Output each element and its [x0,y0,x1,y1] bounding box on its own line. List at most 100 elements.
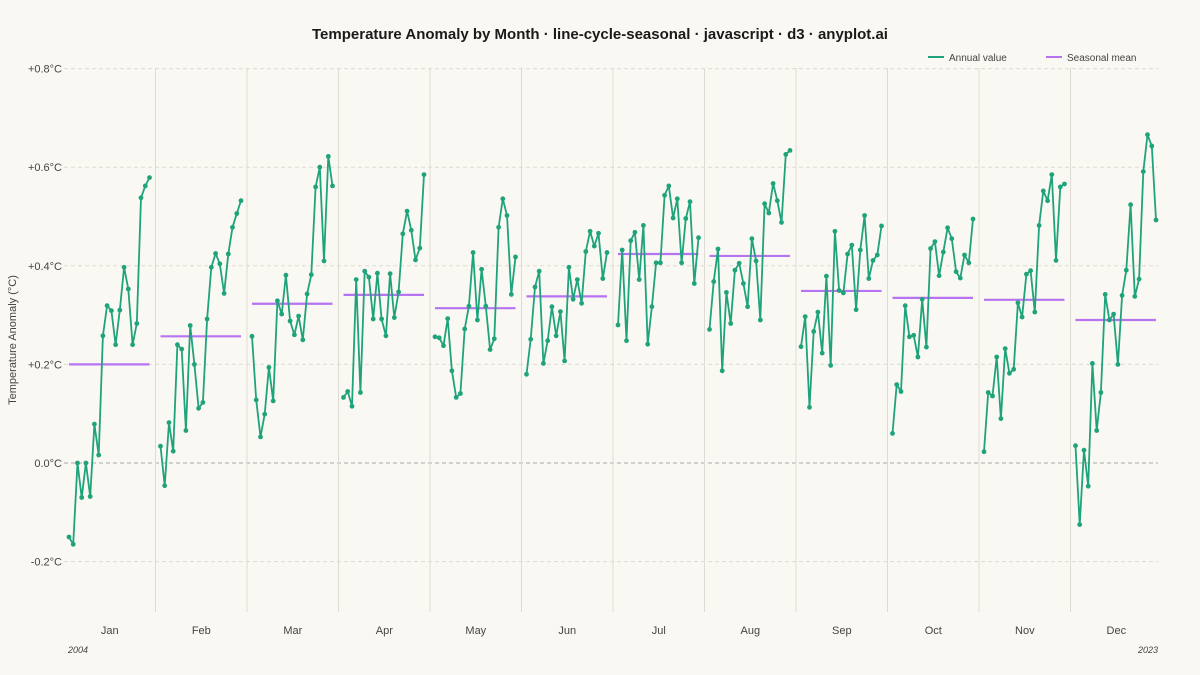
data-point [719,368,725,374]
data-point [945,225,950,231]
data-point [396,289,401,295]
data-point [383,333,389,339]
data-point [308,272,314,278]
data-point [753,258,759,264]
data-point [513,254,518,260]
data-point [404,208,410,214]
data-point [142,183,148,189]
data-point [70,541,76,547]
series-line-dec [1074,133,1157,526]
legend-annual-label: Annual value [949,53,1007,64]
data-point [1002,346,1008,351]
data-point [249,333,255,339]
data-point [1149,143,1155,149]
data-point [275,298,280,304]
data-point [798,344,804,350]
data-point [449,368,455,374]
data-point [687,199,693,205]
data-point [962,252,967,258]
series-line-aug [708,149,791,372]
data-point [421,172,427,178]
data-point [225,251,231,257]
data-point [715,246,721,252]
data-point [587,228,593,234]
data-point [970,216,976,222]
data-point [130,342,136,348]
data-point [313,184,318,190]
data-point [491,336,497,342]
x-tick-label: Aug [741,625,761,637]
data-point [166,420,172,425]
data-point [462,326,468,332]
data-point [641,223,646,228]
data-point [475,317,480,323]
x-tick-label: Mar [283,625,302,637]
data-point [811,329,817,334]
series-line-jun [525,230,608,375]
data-point [957,275,963,281]
data-point [353,277,359,282]
data-point [79,495,85,500]
data-point [670,215,676,221]
data-point [1024,271,1029,277]
data-point [874,252,880,258]
data-point [558,309,563,314]
data-point [483,303,489,309]
y-axis: -0.2°C 0.0°C +0.2°C +0.4°C +0.6°C +0.8°C [28,64,62,569]
data-point [591,243,597,249]
data-point [766,210,772,216]
data-point [866,276,872,281]
series-line-sep [800,214,883,409]
month-panel-sep [798,213,884,410]
data-point [579,300,584,306]
data-point [645,341,651,347]
month-panel-may [432,196,518,400]
data-point [662,192,667,198]
data-point [1040,188,1046,194]
data-point [562,358,567,364]
data-point [1032,309,1038,315]
annual-series-layer [66,132,1159,547]
data-point [915,354,921,360]
data-point [936,273,942,279]
data-point [824,273,829,279]
data-point [1090,361,1095,366]
data-point [479,266,484,272]
data-point [928,246,933,251]
data-point [104,303,110,309]
data-point [749,236,755,242]
data-point [1019,314,1025,320]
data-point [981,449,987,455]
data-point [600,276,606,281]
data-point [1111,311,1116,317]
data-point [907,334,912,340]
y-axis-label: Temperature Anomaly (°C) [7,275,19,405]
data-point [894,382,900,387]
data-point [258,434,263,440]
data-point [1011,366,1017,372]
data-point [528,336,534,342]
data-point [632,229,638,235]
data-point [317,164,323,170]
data-point [221,291,227,296]
data-point [266,365,272,370]
data-point [787,148,793,153]
data-point [192,362,197,367]
data-point [553,333,559,339]
data-point [570,296,576,302]
x-tick-label: Jul [652,625,666,637]
data-point [741,281,746,286]
data-point [728,321,734,326]
data-point [604,250,610,255]
data-point [270,398,276,404]
data-point [325,154,331,159]
data-point [1145,132,1150,138]
chart-title: Temperature Anomaly by Month · line-cycl… [312,26,888,43]
data-point [341,395,346,400]
data-point [596,230,601,236]
data-point [911,332,917,338]
data-point [158,443,163,449]
data-point [121,264,127,270]
data-point [400,231,406,237]
